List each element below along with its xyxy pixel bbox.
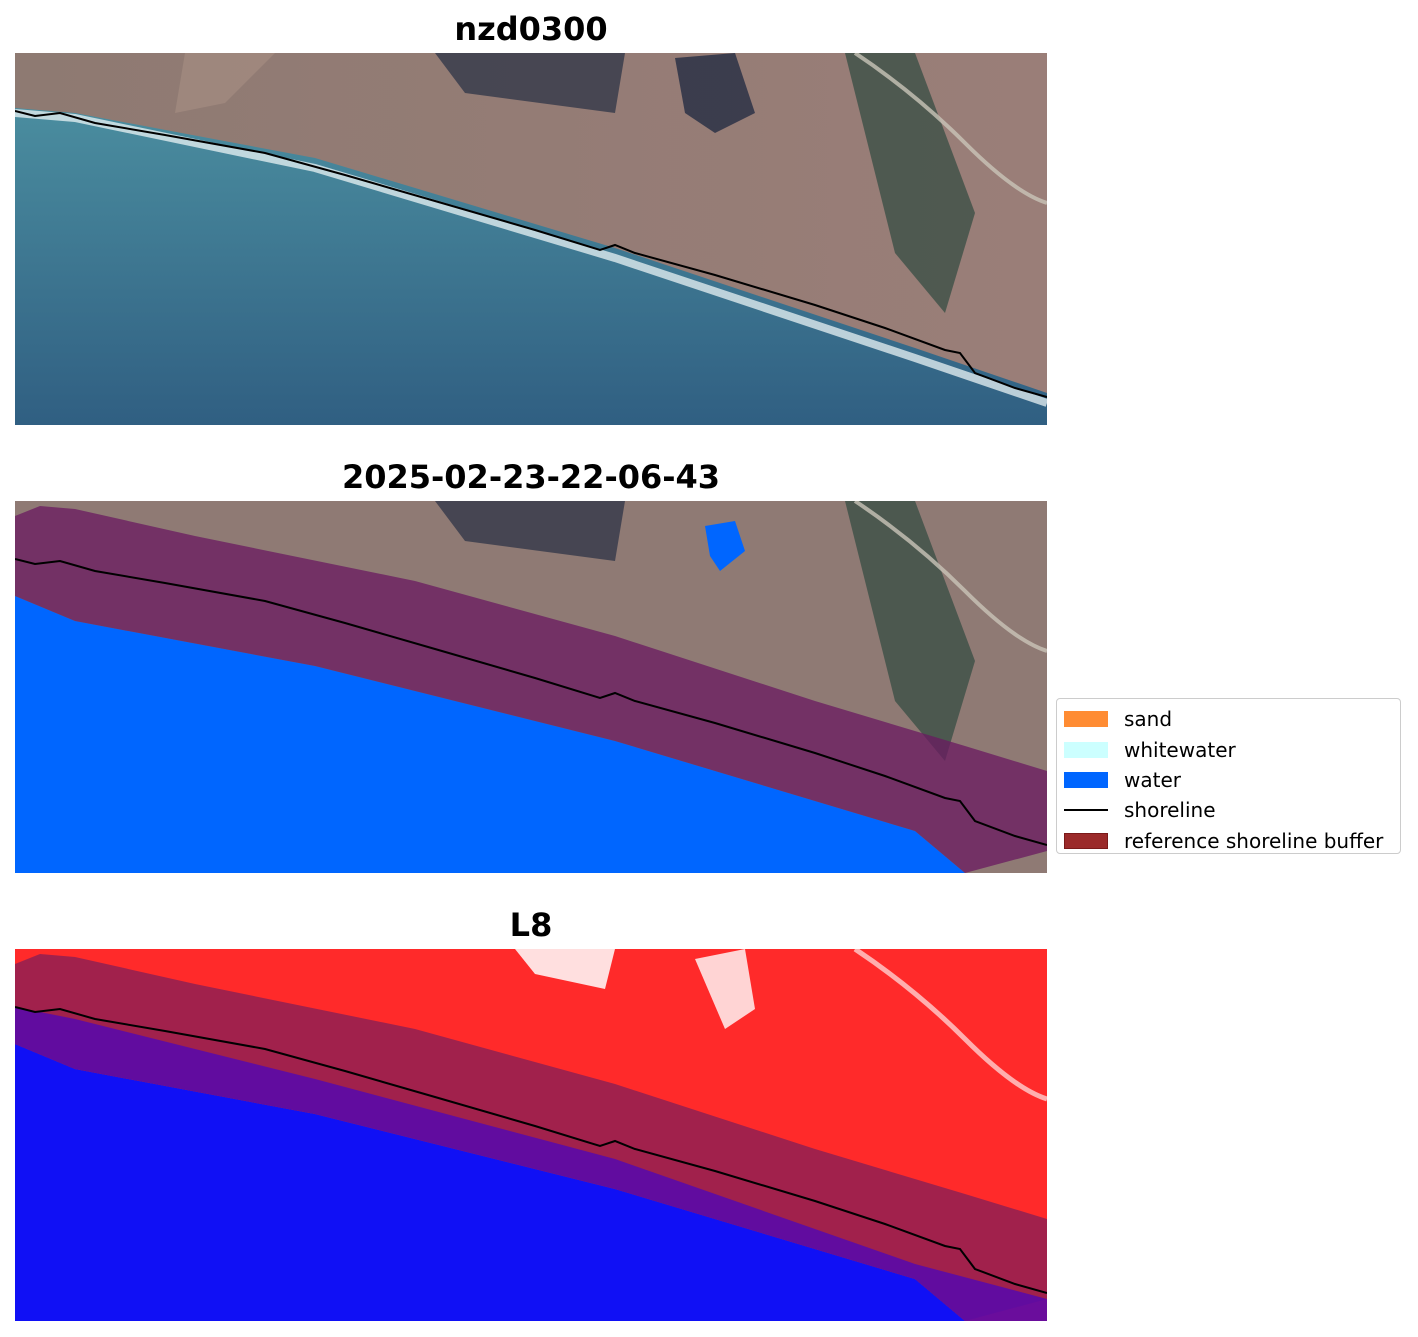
panel-title-classification: 2025-02-23-22-06-43 — [341, 458, 721, 496]
legend-label: whitewater — [1124, 737, 1236, 762]
reference-buffer — [15, 506, 1047, 873]
panel-l8-image — [15, 949, 1047, 1321]
legend-item-sand: sand — [1064, 704, 1400, 734]
panel-title-rgb: nzd0300 — [454, 10, 608, 48]
whitewater-swatch — [1064, 741, 1108, 758]
panel-classification-image — [15, 501, 1047, 873]
legend-item-shoreline: shoreline — [1064, 795, 1400, 825]
l8-index-image — [15, 949, 1047, 1321]
panel-rgb-image — [15, 53, 1047, 425]
sand-swatch — [1064, 711, 1108, 728]
shoreline-line — [15, 558, 1047, 846]
classification-image — [15, 501, 1047, 873]
rgb-satellite-image — [15, 53, 1047, 425]
shoreline-line — [15, 110, 1047, 398]
legend-item-buffer: reference shoreline buffer — [1064, 826, 1400, 856]
inland-water-patch — [705, 521, 745, 571]
legend-label: reference shoreline buffer — [1124, 828, 1384, 853]
buffer-swatch — [1064, 832, 1108, 849]
legend-label: sand — [1124, 707, 1173, 732]
shoreline-swatch — [1064, 809, 1108, 812]
legend-item-water: water — [1064, 765, 1400, 795]
legend-label: shoreline — [1124, 798, 1216, 823]
legend: sand whitewater water shoreline referenc… — [1056, 698, 1401, 854]
legend-item-whitewater: whitewater — [1064, 734, 1400, 764]
panel-title-l8: L8 — [509, 906, 553, 944]
water-swatch — [1064, 771, 1108, 788]
legend-label: water — [1124, 767, 1181, 792]
shoreline-line — [15, 1006, 1047, 1294]
